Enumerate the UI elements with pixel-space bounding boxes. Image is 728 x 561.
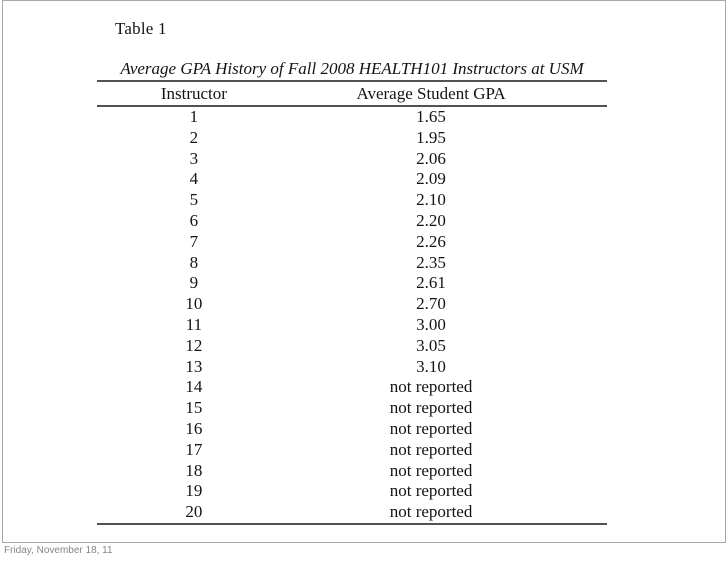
- gpa-cell: 3.05: [416, 335, 446, 355]
- table-row: 15 not reported: [97, 398, 607, 419]
- table-row: 9 2.61: [97, 273, 607, 294]
- table-body: 1 1.65 2 1.95 3 2.06 4 2.09 5 2.10 6 2.20 7 2.26 8 2.35…: [97, 106, 607, 525]
- instructor-cell: 4: [189, 169, 199, 189]
- gpa-cell: not reported: [389, 418, 473, 438]
- gpa-cell: 2.20: [416, 210, 446, 230]
- instructor-cell: 2: [189, 127, 199, 147]
- instructor-cell: 7: [189, 231, 199, 251]
- gpa-data-table: Instructor Average Student GPA 1 1.65 2 1.9…: [97, 82, 607, 525]
- table-row: 8 2.35: [97, 253, 607, 274]
- table-row: 18 not reported: [97, 461, 607, 482]
- gpa-cell: 3.10: [416, 356, 446, 376]
- instructor-cell: 16: [185, 418, 203, 438]
- gpa-cell: not reported: [389, 481, 473, 501]
- gpa-cell: 2.35: [416, 252, 446, 272]
- instructor-cell: 19: [185, 481, 203, 501]
- instructor-cell: 10: [185, 294, 203, 314]
- instructor-cell: 12: [185, 335, 203, 355]
- table-row: 10 2.70: [97, 294, 607, 315]
- table-row: 13 3.10: [97, 357, 607, 378]
- spacer-cell: [571, 461, 607, 482]
- table-row: 4 2.09: [97, 169, 607, 190]
- gpa-table-area: Average GPA History of Fall 2008 HEALTH1…: [97, 58, 607, 525]
- table-row: 20 not reported: [97, 502, 607, 525]
- spacer-cell: [571, 502, 607, 525]
- table-row: 2 1.95: [97, 128, 607, 149]
- column-header-instructor: Instructor: [97, 82, 291, 107]
- spacer-cell: [571, 419, 607, 440]
- spacer-cell: [571, 357, 607, 378]
- gpa-cell: not reported: [389, 398, 473, 418]
- table-row: 16 not reported: [97, 419, 607, 440]
- gpa-cell: 2.06: [416, 148, 446, 168]
- spacer-cell: [571, 336, 607, 357]
- instructor-cell: 15: [185, 398, 203, 418]
- instructor-cell: 18: [185, 460, 203, 480]
- spacer-cell: [571, 253, 607, 274]
- gpa-cell: not reported: [389, 460, 473, 480]
- spacer-cell: [571, 128, 607, 149]
- instructor-cell: 13: [185, 356, 203, 376]
- instructor-cell: 6: [189, 210, 199, 230]
- table-row: 7 2.26: [97, 232, 607, 253]
- gpa-cell: 2.70: [416, 294, 446, 314]
- table-title: Average GPA History of Fall 2008 HEALTH1…: [97, 58, 607, 82]
- table-row: 1 1.65: [97, 106, 607, 128]
- spacer-cell: [571, 315, 607, 336]
- column-header-average-student-gpa: Average Student GPA: [290, 82, 572, 107]
- slide-date-footer: Friday, November 18, 11: [4, 545, 113, 556]
- spacer-cell: [571, 273, 607, 294]
- instructor-cell: 1: [189, 107, 199, 126]
- instructor-cell: 20: [97, 502, 291, 525]
- spacer-cell: [571, 149, 607, 170]
- table-row: 11 3.00: [97, 315, 607, 336]
- instructor-cell: 14: [185, 377, 203, 397]
- gpa-cell: 2.61: [416, 273, 446, 293]
- table-row: 5 2.10: [97, 190, 607, 211]
- spacer-cell: [571, 398, 607, 419]
- instructor-cell: 11: [185, 314, 203, 334]
- gpa-cell: 1.65: [416, 107, 446, 126]
- spacer-column-header: [571, 82, 607, 107]
- table-row: 3 2.06: [97, 149, 607, 170]
- instructor-cell: 17: [185, 439, 203, 459]
- table-row: 14 not reported: [97, 377, 607, 398]
- table-header-row: Instructor Average Student GPA: [97, 82, 607, 107]
- instructor-cell: 8: [189, 252, 199, 272]
- spacer-cell: [571, 190, 607, 211]
- gpa-cell: not reported: [290, 502, 572, 525]
- spacer-cell: [571, 232, 607, 253]
- gpa-cell: 3.00: [416, 314, 446, 334]
- spacer-cell: [571, 169, 607, 190]
- table-row: 12 3.05: [97, 336, 607, 357]
- table-row: 6 2.20: [97, 211, 607, 232]
- table-row: 19 not reported: [97, 481, 607, 502]
- gpa-cell: not reported: [389, 377, 473, 397]
- spacer-cell: [571, 106, 607, 128]
- spacer-cell: [571, 377, 607, 398]
- gpa-cell: 2.26: [416, 231, 446, 251]
- instructor-cell: 3: [189, 148, 199, 168]
- table-label: Table 1: [115, 19, 167, 38]
- gpa-cell: 2.10: [416, 190, 446, 210]
- gpa-cell: not reported: [389, 439, 473, 459]
- instructor-cell: 9: [189, 273, 199, 293]
- spacer-cell: [571, 294, 607, 315]
- spacer-cell: [571, 211, 607, 232]
- gpa-cell: 1.95: [416, 127, 446, 147]
- table-row: 17 not reported: [97, 440, 607, 461]
- slide: Table 1 Average GPA History of Fall 2008…: [2, 0, 726, 543]
- gpa-cell: 2.09: [416, 169, 446, 189]
- spacer-cell: [571, 481, 607, 502]
- spacer-cell: [571, 440, 607, 461]
- instructor-cell: 5: [189, 190, 199, 210]
